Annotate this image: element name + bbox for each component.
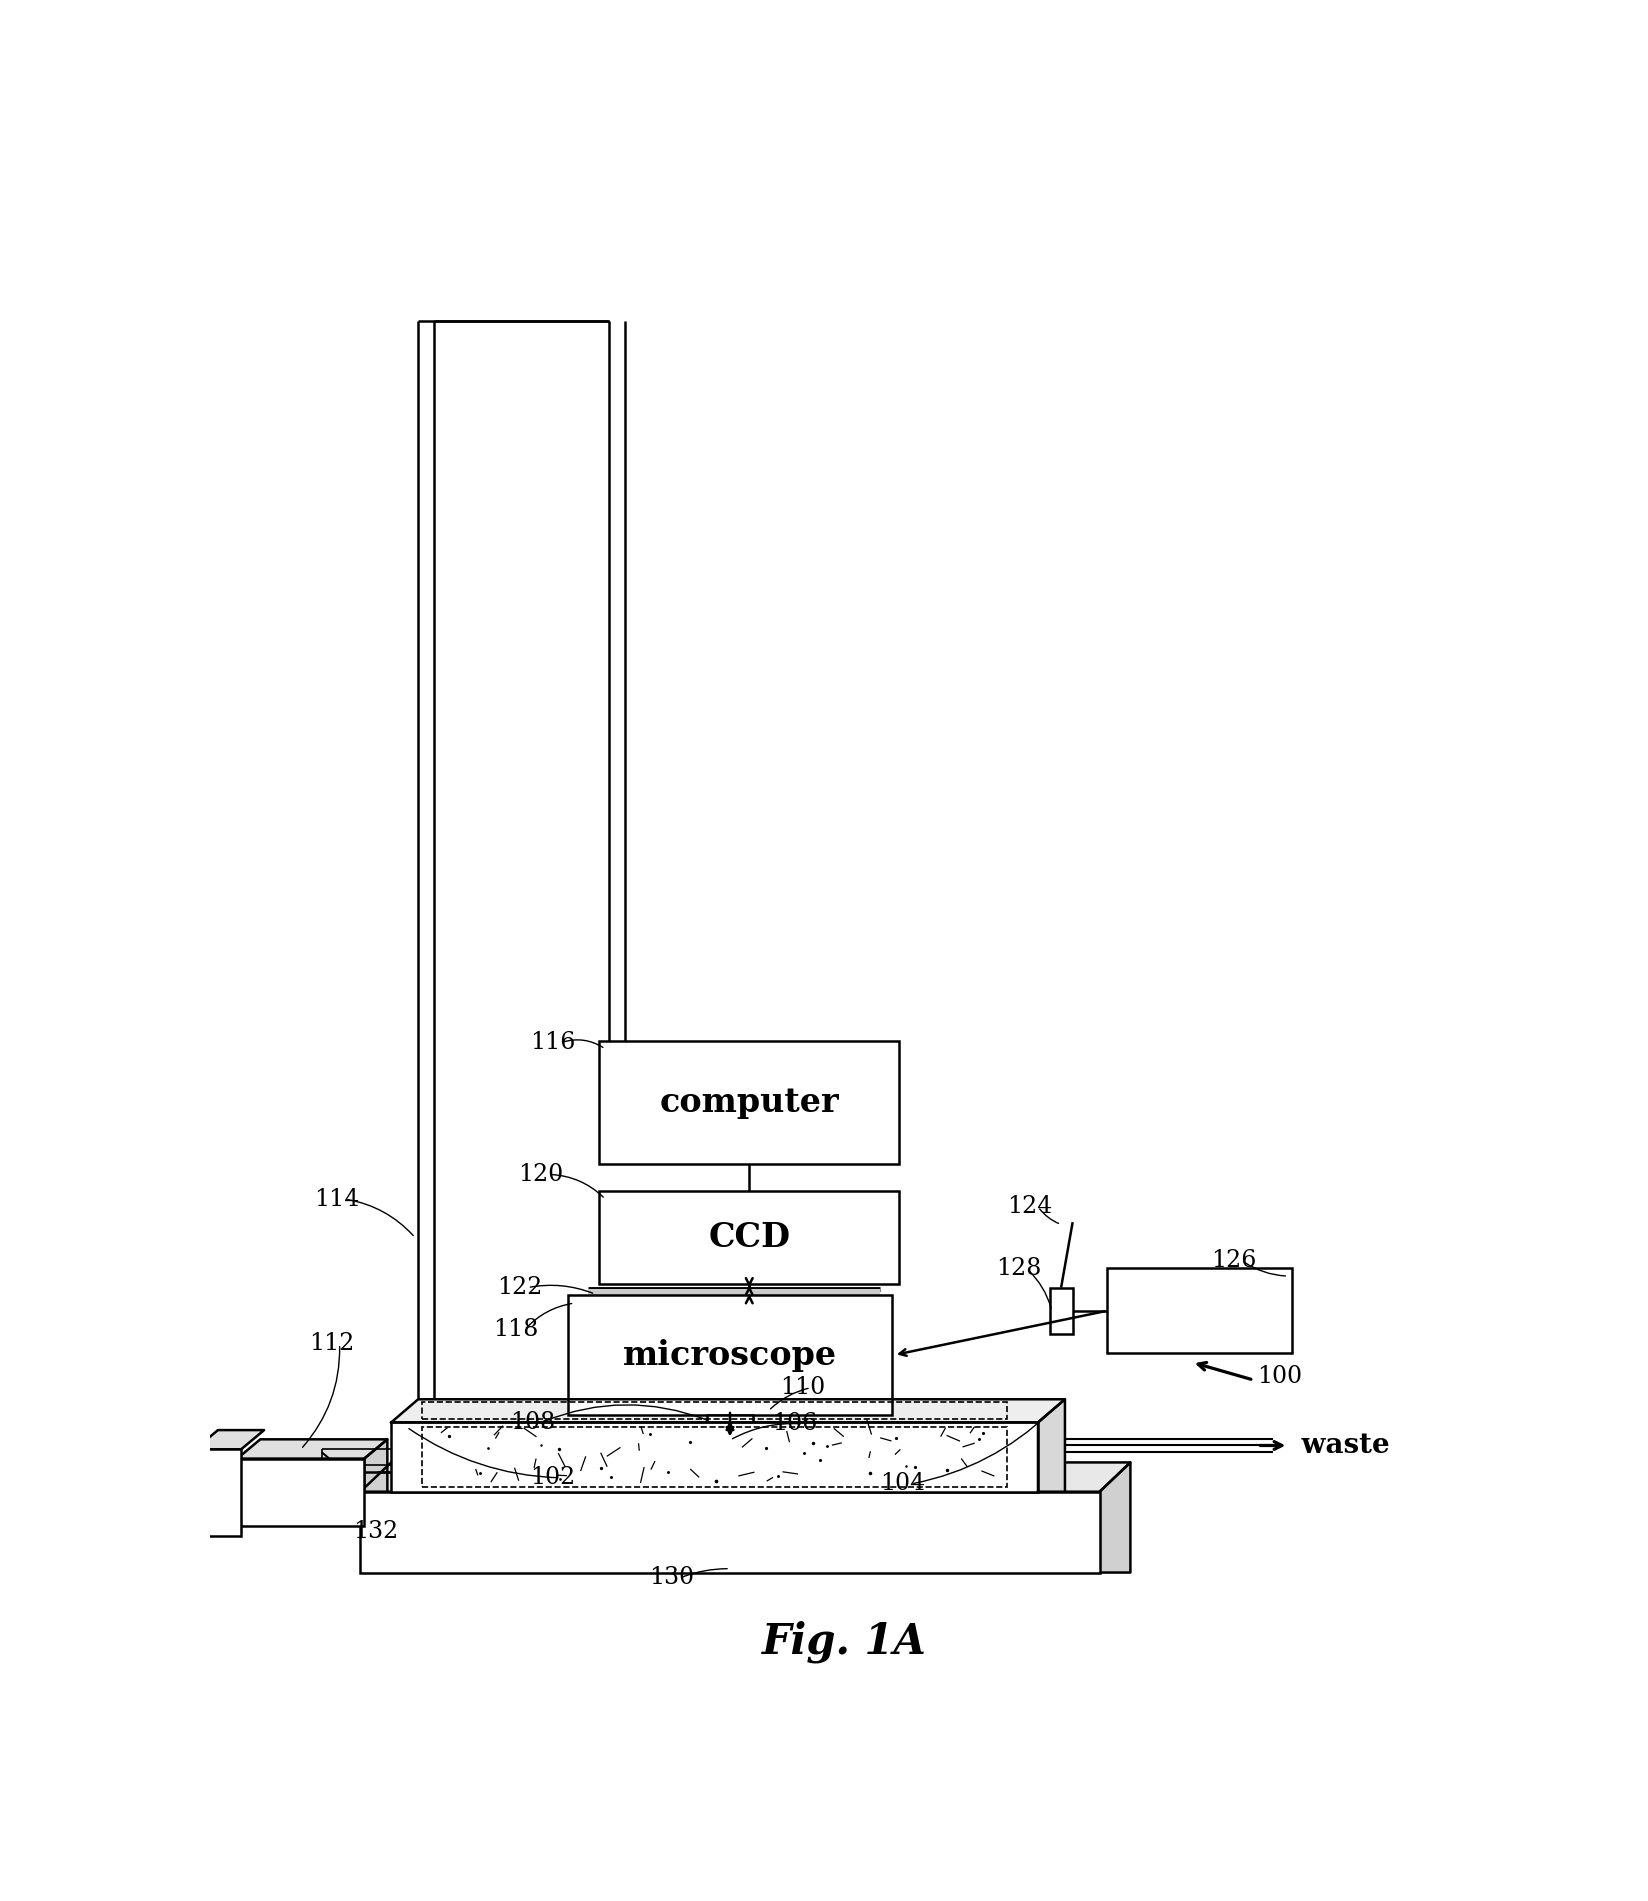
Text: 126: 126	[1211, 1249, 1256, 1272]
Polygon shape	[391, 1399, 1065, 1422]
Text: 118: 118	[493, 1319, 539, 1342]
Bar	[422, 1403, 1007, 1420]
Bar	[194, 1449, 241, 1536]
Bar	[598, 1042, 898, 1165]
Text: 100: 100	[1257, 1365, 1302, 1388]
Text: 116: 116	[529, 1030, 575, 1055]
Polygon shape	[194, 1430, 264, 1449]
Text: 132: 132	[353, 1521, 397, 1544]
Text: 108: 108	[511, 1411, 555, 1433]
Bar	[237, 1458, 364, 1527]
Text: 104: 104	[880, 1473, 925, 1496]
Polygon shape	[237, 1439, 387, 1458]
Bar	[422, 1428, 1007, 1487]
Polygon shape	[364, 1439, 387, 1527]
Polygon shape	[1099, 1462, 1131, 1572]
Polygon shape	[1037, 1399, 1065, 1492]
Bar	[598, 1192, 898, 1283]
Text: waste: waste	[1292, 1431, 1389, 1458]
Text: 106: 106	[771, 1412, 817, 1435]
Bar	[1048, 1287, 1071, 1335]
Bar	[1106, 1268, 1292, 1354]
Bar	[361, 1492, 1099, 1572]
Text: 122: 122	[496, 1276, 542, 1298]
Text: computer: computer	[659, 1085, 839, 1120]
Text: 124: 124	[1007, 1196, 1051, 1219]
Text: 120: 120	[517, 1163, 564, 1186]
Text: 130: 130	[649, 1566, 694, 1589]
Text: 102: 102	[529, 1466, 575, 1488]
Bar	[569, 1295, 892, 1414]
Text: CCD: CCD	[709, 1220, 789, 1255]
Text: microscope: microscope	[623, 1338, 837, 1371]
Text: 112: 112	[308, 1333, 354, 1355]
Text: Fig. 1A: Fig. 1A	[761, 1620, 926, 1663]
Bar	[707, 1414, 753, 1437]
Text: 110: 110	[780, 1376, 824, 1399]
Bar	[587, 1289, 880, 1298]
Bar	[391, 1422, 1037, 1492]
Polygon shape	[361, 1462, 1131, 1492]
Text: 114: 114	[315, 1188, 359, 1211]
Text: 128: 128	[995, 1257, 1040, 1279]
